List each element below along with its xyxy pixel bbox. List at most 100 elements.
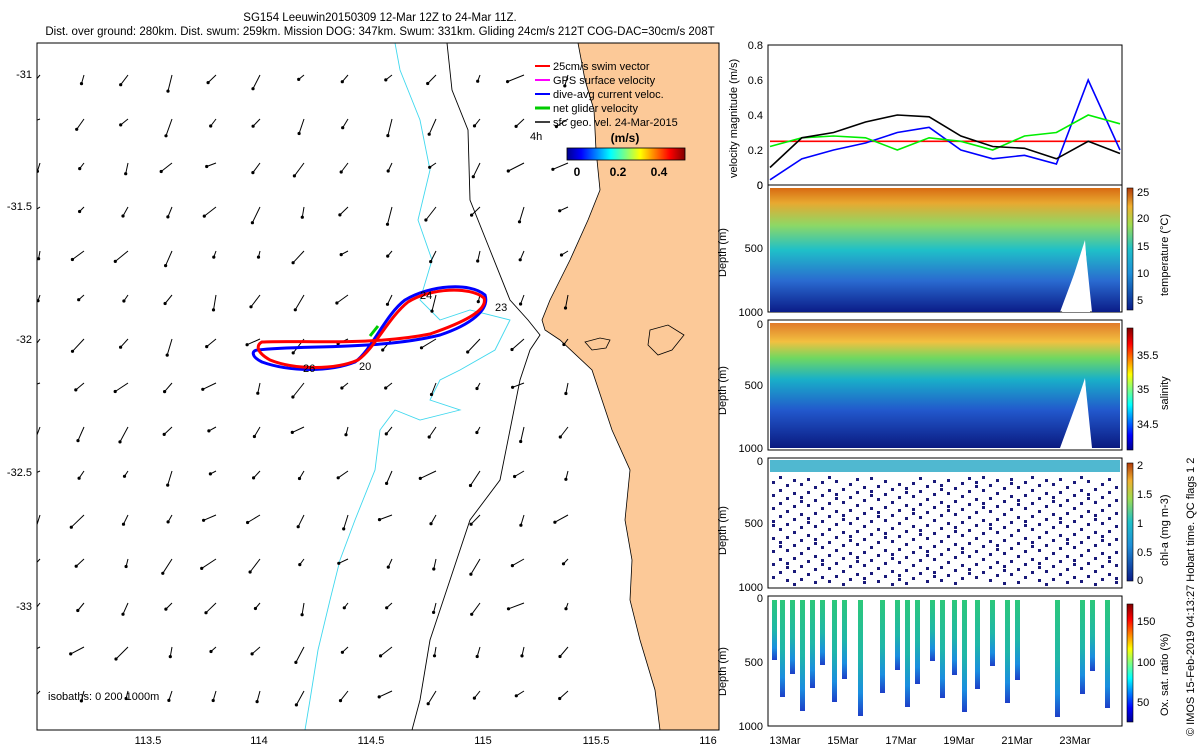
chl-sample bbox=[870, 520, 873, 523]
velocity-arrow bbox=[201, 558, 217, 569]
chl-sample bbox=[828, 476, 831, 479]
velocity-arrow bbox=[250, 294, 261, 308]
chl-sample bbox=[982, 476, 985, 479]
chl-sample bbox=[947, 574, 950, 577]
chl-sample bbox=[968, 555, 971, 558]
chl-sample bbox=[821, 507, 824, 510]
velocity-arrow bbox=[70, 514, 85, 528]
chl-sample bbox=[849, 483, 852, 486]
chl-sample bbox=[989, 523, 992, 526]
salinity-gap bbox=[1062, 378, 1090, 448]
y-tick-label: 1000 bbox=[739, 582, 763, 594]
chl-sample bbox=[814, 542, 817, 545]
chl-sample bbox=[877, 511, 880, 514]
velocity-arrow-head bbox=[296, 525, 300, 529]
chl-sample bbox=[1073, 520, 1076, 523]
velocity-arrow-head bbox=[251, 171, 255, 175]
velocity-arrow-head bbox=[475, 430, 479, 435]
lat-tick-label: -31.5 bbox=[7, 201, 32, 213]
velocity-arrow-head bbox=[385, 606, 389, 610]
chl-sample bbox=[912, 577, 915, 580]
velocity-arrow bbox=[37, 74, 41, 80]
chl-sample bbox=[1101, 539, 1104, 542]
y-tick-label: 500 bbox=[745, 380, 763, 392]
velocity-arrow bbox=[207, 74, 217, 83]
chl-sample bbox=[919, 529, 922, 532]
velocity-arrow bbox=[206, 162, 217, 167]
lat-tick-label: -31 bbox=[16, 69, 32, 81]
chl-sample bbox=[1003, 500, 1006, 503]
chl-sample bbox=[961, 551, 964, 554]
chl-sample bbox=[807, 504, 810, 507]
day-label: 23 bbox=[495, 302, 507, 314]
chl-sample bbox=[835, 562, 838, 565]
velocity-arrow bbox=[564, 74, 569, 87]
velocity-arrow bbox=[70, 646, 85, 655]
velocity-arrow-head bbox=[432, 654, 437, 658]
chl-sample bbox=[940, 579, 943, 582]
velocity-arrow bbox=[552, 162, 569, 170]
chl-sample bbox=[1010, 508, 1013, 511]
chl-sample bbox=[884, 562, 887, 565]
chl-sample bbox=[800, 513, 803, 516]
chl-sample bbox=[1108, 491, 1111, 494]
chl-sample bbox=[975, 511, 978, 514]
velocity-arrow-head bbox=[379, 654, 383, 658]
velocity-arrow-head bbox=[520, 654, 524, 658]
velocity-arrow bbox=[342, 118, 349, 128]
velocity-arrow bbox=[247, 514, 261, 523]
chl-sample bbox=[856, 517, 859, 520]
velocity-arrow-head bbox=[76, 608, 80, 613]
chl-sample bbox=[947, 509, 950, 512]
velocity-arrow-head bbox=[121, 214, 125, 218]
chl-sample bbox=[786, 579, 789, 582]
chl-sample bbox=[940, 501, 943, 504]
chl-sample bbox=[884, 493, 887, 496]
chl-sample bbox=[800, 483, 803, 486]
chl-sample bbox=[828, 580, 831, 583]
colorbar-tick: 15 bbox=[1137, 241, 1149, 253]
chl-sample bbox=[1045, 492, 1048, 495]
chl-sample bbox=[1115, 581, 1118, 584]
x-tick-label: 19Mar bbox=[943, 735, 975, 747]
chl-sample bbox=[1066, 581, 1069, 584]
chl-sample bbox=[1066, 512, 1069, 515]
velocity-arrow-head bbox=[291, 351, 295, 355]
velocity-arrow bbox=[122, 206, 129, 217]
chl-sample bbox=[772, 520, 775, 523]
velocity-arrow bbox=[430, 514, 437, 524]
chl-sample bbox=[1003, 513, 1006, 516]
chl-sample bbox=[1024, 524, 1027, 527]
oxygen-profile bbox=[790, 600, 795, 674]
chl-sample bbox=[793, 583, 796, 586]
map-lon-axis: 113.5 114 114.5 115 115.5 116 bbox=[135, 735, 717, 747]
chl-sample bbox=[821, 546, 824, 549]
chl-sample bbox=[807, 517, 810, 520]
velocity-arrow-head bbox=[385, 302, 390, 306]
chl-sample bbox=[982, 519, 985, 522]
velocity-arrow-head bbox=[385, 222, 390, 226]
velocity-arrow bbox=[507, 74, 525, 83]
chl-sample bbox=[947, 535, 950, 538]
chlorophyll-colorbar-label: chl-a (mg m-3) bbox=[1159, 494, 1171, 566]
chl-sample bbox=[884, 519, 887, 522]
velocity-arrow-head bbox=[558, 696, 562, 701]
chl-sample bbox=[1101, 522, 1104, 525]
velocity-arrow-head bbox=[300, 613, 304, 617]
chl-sample bbox=[1094, 531, 1097, 534]
chl-sample bbox=[905, 582, 908, 585]
velocity-arrow-head bbox=[338, 699, 343, 703]
oxygen-profile bbox=[915, 600, 920, 684]
chl-sample bbox=[1108, 530, 1111, 533]
y-tick-label: 500 bbox=[745, 518, 763, 530]
velocity-arrow-head bbox=[506, 169, 510, 173]
velocity-arrow-head bbox=[344, 433, 348, 437]
chl-sample bbox=[842, 514, 845, 517]
oxygen-profile bbox=[930, 600, 935, 661]
chl-sample bbox=[926, 567, 929, 570]
chl-sample bbox=[856, 504, 859, 507]
chl-sample bbox=[1080, 554, 1083, 557]
chl-sample bbox=[821, 563, 824, 566]
velocity-arrow bbox=[565, 382, 569, 394]
velocity-arrow bbox=[167, 206, 173, 218]
